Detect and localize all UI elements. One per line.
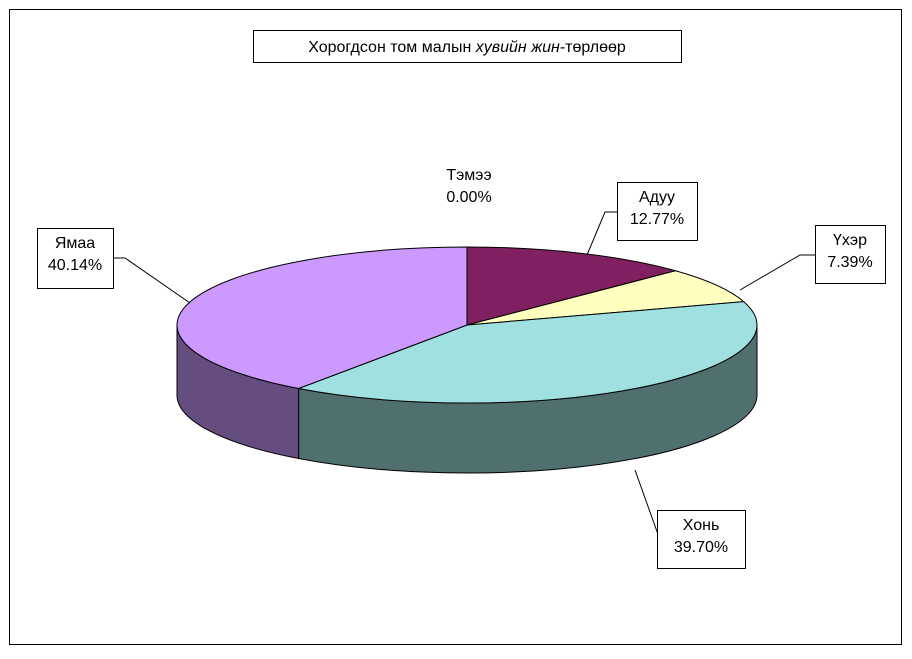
pie-slice xyxy=(466,270,745,326)
label-box xyxy=(815,225,886,284)
label-box xyxy=(657,510,746,569)
leader-line xyxy=(634,469,661,541)
leader-line xyxy=(113,257,191,304)
slice-label: Адуу xyxy=(639,189,675,206)
title-part: -төрлөөр xyxy=(560,39,626,56)
pie-slice xyxy=(176,246,468,390)
label-box xyxy=(37,228,114,289)
title-part: Хорогдсон том малын xyxy=(308,39,476,56)
slice-label: Ямаа xyxy=(55,235,95,252)
slice-value-label: 39.70% xyxy=(674,539,728,556)
pie-slice xyxy=(466,246,678,326)
leader-line xyxy=(739,254,815,291)
slice-value-label: 7.39% xyxy=(827,254,872,271)
slice-value-label: 12.77% xyxy=(630,211,684,228)
leader-line xyxy=(586,211,617,256)
slice-value-label: 0.00% xyxy=(446,189,491,206)
label-box xyxy=(617,182,698,241)
slice-label: Хонь xyxy=(683,517,720,534)
pie-slice xyxy=(296,301,758,404)
slice-label: Тэмээ xyxy=(446,167,491,184)
slice-value-label: 40.14% xyxy=(48,257,102,274)
chart-title: Хорогдсон том малын хувийн жин-төрлөөр xyxy=(308,39,626,56)
title-part: хувийн жин xyxy=(475,39,560,56)
slice-label: Үхэр xyxy=(833,232,867,249)
title-box xyxy=(253,30,682,63)
